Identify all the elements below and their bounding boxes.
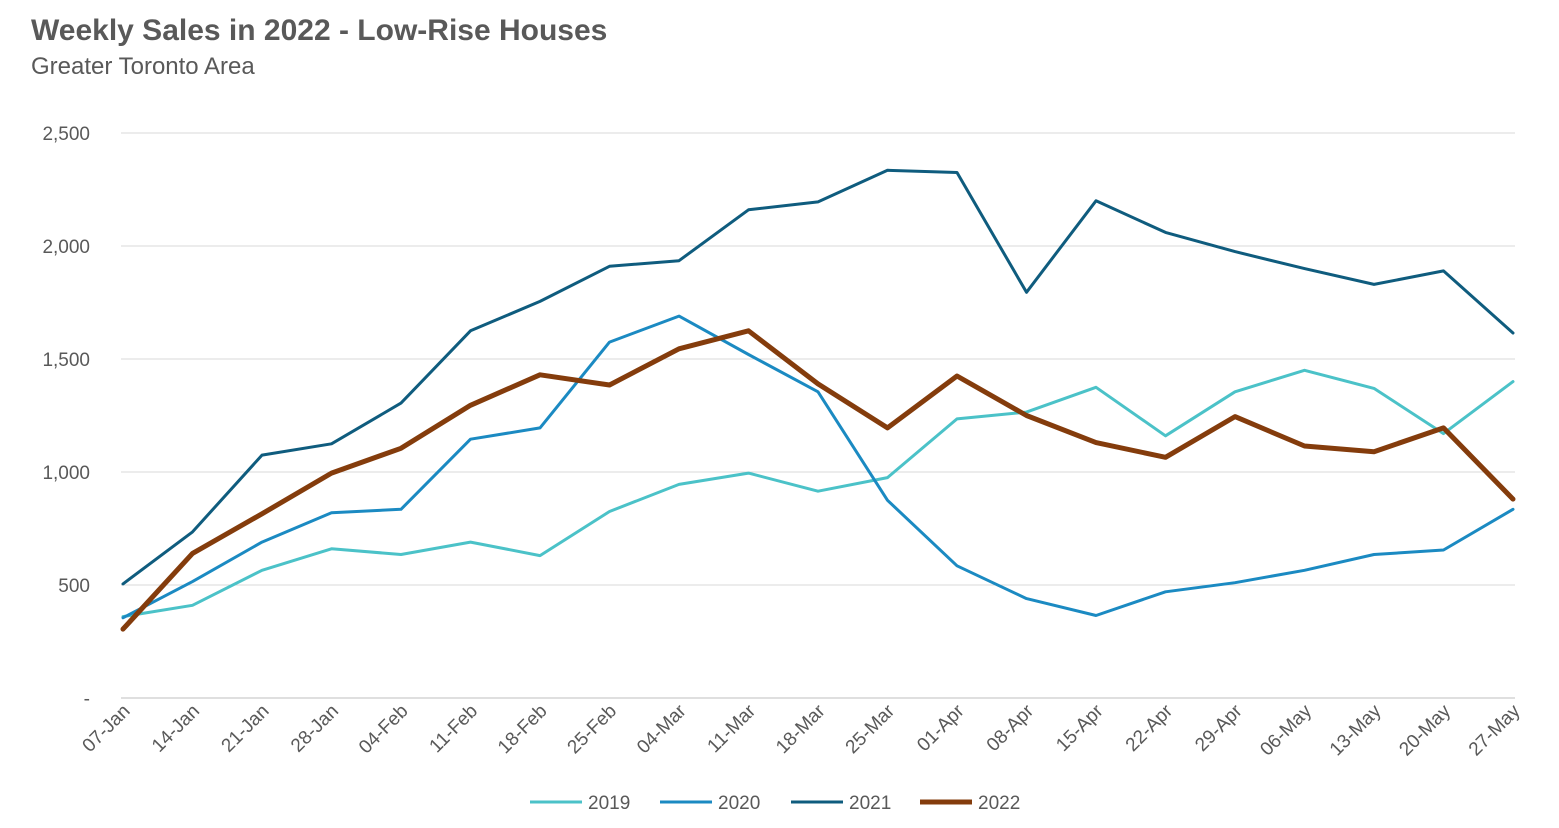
x-tick-label: 13-May bbox=[1326, 700, 1386, 760]
y-tick-label: 1,000 bbox=[42, 463, 90, 484]
x-tick-label: 04-Mar bbox=[633, 700, 691, 758]
x-tick-label: 04-Feb bbox=[355, 701, 412, 758]
chart-subtitle: Greater Toronto Area bbox=[31, 53, 255, 80]
series-line-2020 bbox=[121, 314, 1515, 620]
x-tick-label: 15-Apr bbox=[1052, 700, 1108, 756]
x-tick-label: 06-May bbox=[1256, 700, 1316, 760]
legend-label-2021: 2021 bbox=[849, 793, 891, 814]
x-tick-label: 14-Jan bbox=[148, 701, 204, 757]
y-tick-label: 2,500 bbox=[42, 124, 90, 145]
y-tick-label: 1,500 bbox=[42, 350, 90, 371]
y-tick-label: 500 bbox=[58, 576, 90, 597]
legend-label-2020: 2020 bbox=[718, 793, 760, 814]
x-tick-label: 29-Apr bbox=[1191, 700, 1247, 756]
legend-label-2019: 2019 bbox=[588, 793, 630, 814]
series-line-2021 bbox=[121, 168, 1515, 586]
x-tick-label: 20-May bbox=[1395, 700, 1455, 760]
x-tick-label: 18-Feb bbox=[494, 701, 551, 758]
x-tick-label: 11-Feb bbox=[426, 701, 482, 757]
x-tick-label: 08-Apr bbox=[983, 700, 1039, 756]
x-tick-label: 11-Mar bbox=[704, 700, 761, 757]
x-tick-label: 21-Jan bbox=[218, 701, 274, 757]
x-tick-label: 28-Jan bbox=[287, 701, 343, 757]
x-tick-label: 18-Mar bbox=[772, 700, 830, 758]
x-tick-label: 01-Apr bbox=[913, 700, 969, 756]
y-tick-label: 2,000 bbox=[42, 237, 90, 258]
y-tick-label: - bbox=[84, 689, 90, 710]
x-tick-label: 25-Feb bbox=[564, 701, 621, 758]
x-tick-label: 27-May bbox=[1465, 700, 1525, 760]
series-line-2022 bbox=[120, 328, 1516, 632]
x-tick-label: 22-Apr bbox=[1122, 700, 1178, 756]
chart-title: Weekly Sales in 2022 - Low-Rise Houses bbox=[31, 14, 608, 47]
legend-label-2022: 2022 bbox=[978, 793, 1020, 814]
x-tick-label: 25-Mar bbox=[842, 700, 900, 758]
series-line-2019 bbox=[121, 368, 1515, 619]
